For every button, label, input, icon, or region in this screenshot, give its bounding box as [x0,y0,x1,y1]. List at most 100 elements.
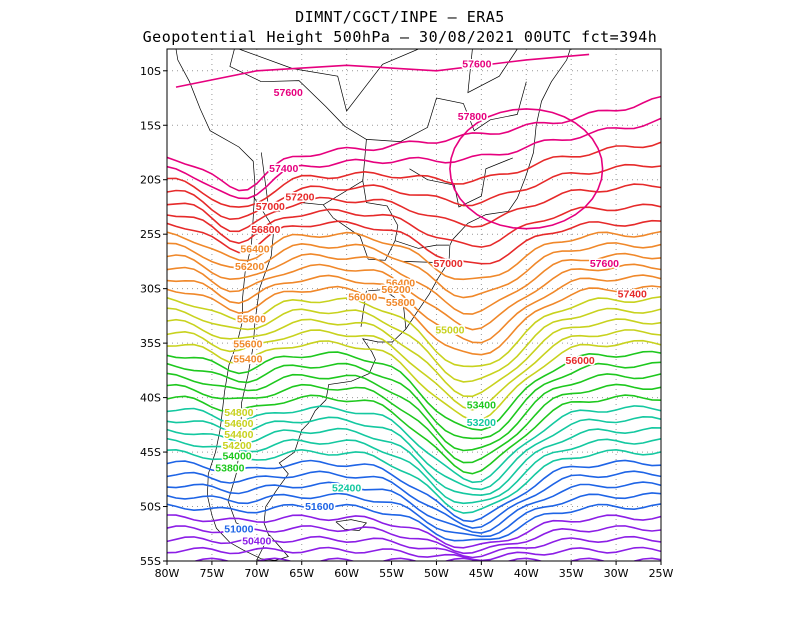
coastline [409,157,513,208]
coastline [403,261,437,263]
contour-line [167,117,661,200]
x-tick-label: 45W [469,567,494,580]
contour-line [167,163,661,221]
coastline [394,240,449,249]
contour-label: 56400 [386,277,415,289]
contour-line [167,361,661,440]
x-tick-label: 40W [514,567,539,580]
contour-line [167,426,661,497]
chart-title-line2: Geopotential Height 500hPa – 30/08/2021 … [142,28,658,46]
contour-line [167,307,661,383]
contour-line [167,546,661,561]
contour-label: 54400 [224,429,253,441]
x-tick-label: 30W [604,567,629,580]
contour-line [167,285,661,356]
x-tick-label: 60W [334,567,359,580]
coastline [229,49,262,83]
contour-label: 55000 [435,324,464,336]
contour-line [167,394,661,475]
contour-line [167,372,661,452]
contour-line [167,448,661,514]
contour-label: 51600 [305,501,334,513]
contour-line [167,514,661,549]
coastline [175,49,280,561]
coastline [323,180,399,261]
contour-line [167,95,661,192]
contour-line [167,263,661,331]
contour-label: 57600 [590,258,619,270]
contour-line [167,339,661,422]
x-tick-label: 55W [379,567,404,580]
contour-high-57800 [449,108,604,230]
contour-line [167,296,661,368]
contour-label: 53200 [467,417,496,429]
contour-line [167,318,661,398]
contour-lines-layer [167,53,661,561]
contour-line [167,230,661,281]
contour-line [167,183,661,233]
contour-line [167,203,661,248]
contour-label: 51000 [224,524,253,536]
chart-title-line1: DIMNT/CGCT/INPE – ERA5 [295,8,505,26]
contour-line [167,383,661,464]
contour-line [167,525,661,555]
y-tick-label: 30S [140,283,161,296]
contour-label: 56000 [566,355,595,367]
contour-label: 54800 [224,407,253,419]
contour-line [167,415,661,491]
x-tick-label: 75W [199,567,224,580]
contour-line-57600-north [175,53,590,88]
contour-line [167,503,661,542]
contour-label: 55400 [233,354,262,366]
contour-line [167,481,661,534]
contour-label: 55600 [233,338,262,350]
y-tick-label: 10S [140,65,161,78]
y-tick-label: 35S [140,337,161,350]
y-tick-label: 40S [140,392,161,405]
y-tick-label: 45S [140,446,161,459]
x-tick-label: 35W [559,567,584,580]
coastline [256,534,289,561]
contour-label: 57400 [269,163,298,175]
plot-frame [166,48,662,562]
x-tick-label: 25W [649,567,674,580]
contour-label: 57000 [434,258,463,270]
contour-label: 57600 [274,87,303,99]
contour-line [167,252,661,315]
contour-line [167,274,661,344]
contour-label: 56000 [348,292,377,304]
contour-label: 57000 [256,201,285,213]
contour-label: 53800 [215,463,244,475]
contour-line [167,350,661,431]
contour-label: 56400 [240,244,269,256]
contour-label: 55800 [237,313,266,325]
contour-label: 56200 [381,284,410,296]
axis-ticks: 80W 75W 70W 65W 60W 55W 50W 45W 40W 35W 30W 25W 10S 1… [140,65,674,580]
contour-labels-layer: 5760057600578005740057200570005680056400… [214,57,649,549]
contour-label: 53400 [467,399,496,411]
coastline [366,81,527,142]
contour-line [167,492,661,538]
contour-line [167,219,661,265]
contour-label: 57200 [285,191,314,203]
contour-label: 57600 [462,59,491,71]
contour-label: 54600 [224,418,253,430]
contour-label: 52400 [332,482,361,494]
contour-line [167,535,661,559]
coastline [238,49,419,112]
contour-label: 57800 [458,111,487,123]
contour-label: 56800 [251,224,280,236]
y-tick-label: 15S [140,119,161,132]
y-tick-label: 20S [140,174,161,187]
coastline [227,195,275,529]
contour-line [167,405,661,484]
contour-line [167,459,661,523]
coastline [263,49,571,540]
contour-line [167,437,661,505]
contour-label: 56200 [235,261,264,273]
contour-line [167,242,661,299]
contour-line [167,470,661,529]
y-tick-label: 25S [140,228,161,241]
contour-line [167,141,661,208]
